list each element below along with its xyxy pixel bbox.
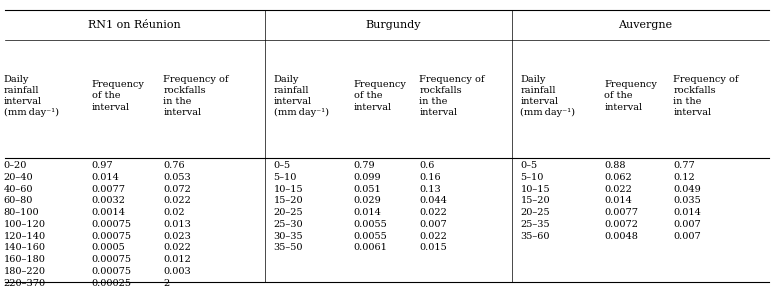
Text: 0.97: 0.97 (91, 161, 113, 170)
Text: Frequency
of the
interval: Frequency of the interval (91, 80, 145, 112)
Text: 0.02: 0.02 (163, 208, 185, 217)
Text: 0.13: 0.13 (420, 184, 441, 193)
Text: 0.035: 0.035 (673, 196, 701, 205)
Text: 0.0014: 0.0014 (91, 208, 125, 217)
Text: 0–5: 0–5 (274, 161, 291, 170)
Text: 15–20: 15–20 (274, 196, 303, 205)
Text: 60–80: 60–80 (4, 196, 33, 205)
Text: 0.0061: 0.0061 (354, 243, 388, 252)
Text: 0.00075: 0.00075 (91, 231, 132, 240)
Text: 0.0055: 0.0055 (354, 220, 388, 229)
Text: 0.062: 0.062 (604, 173, 632, 182)
Text: 20–40: 20–40 (4, 173, 33, 182)
Text: 0.049: 0.049 (673, 184, 701, 193)
Text: Daily
rainfall
interval
(mm day⁻¹): Daily rainfall interval (mm day⁻¹) (274, 75, 329, 117)
Text: 100–120: 100–120 (4, 220, 46, 229)
Text: 0.007: 0.007 (420, 220, 447, 229)
Text: 0.022: 0.022 (420, 231, 447, 240)
Text: 0.0077: 0.0077 (91, 184, 125, 193)
Text: 0.013: 0.013 (163, 220, 191, 229)
Text: 0.88: 0.88 (604, 161, 626, 170)
Text: 20–25: 20–25 (274, 208, 303, 217)
Text: 0.003: 0.003 (163, 267, 191, 276)
Text: 0.053: 0.053 (163, 173, 191, 182)
Text: 0.00075: 0.00075 (91, 220, 132, 229)
Text: 35–50: 35–50 (274, 243, 303, 252)
Text: Frequency of
rockfalls
in the
interval: Frequency of rockfalls in the interval (163, 75, 229, 117)
Text: 40–60: 40–60 (4, 184, 33, 193)
Text: 35–60: 35–60 (520, 231, 550, 240)
Text: 10–15: 10–15 (274, 184, 303, 193)
Text: 0.76: 0.76 (163, 161, 185, 170)
Text: 0.022: 0.022 (420, 208, 447, 217)
Text: 0–20: 0–20 (4, 161, 27, 170)
Text: 0.0055: 0.0055 (354, 231, 388, 240)
Text: 0.0005: 0.0005 (91, 243, 125, 252)
Text: 0.022: 0.022 (163, 196, 191, 205)
Text: 0.014: 0.014 (91, 173, 119, 182)
Text: 20–25: 20–25 (520, 208, 550, 217)
Text: 0.099: 0.099 (354, 173, 382, 182)
Text: 0.022: 0.022 (163, 243, 191, 252)
Text: 15–20: 15–20 (520, 196, 550, 205)
Text: 0.012: 0.012 (163, 255, 191, 264)
Text: 0.014: 0.014 (604, 196, 632, 205)
Text: 140–160: 140–160 (4, 243, 46, 252)
Text: 0.029: 0.029 (354, 196, 382, 205)
Text: 0.16: 0.16 (420, 173, 441, 182)
Text: Frequency of
rockfalls
in the
interval: Frequency of rockfalls in the interval (673, 75, 738, 117)
Text: 0.0032: 0.0032 (91, 196, 125, 205)
Text: 5–10: 5–10 (274, 173, 297, 182)
Text: 0.00075: 0.00075 (91, 255, 132, 264)
Text: 30–35: 30–35 (274, 231, 303, 240)
Text: 5–10: 5–10 (520, 173, 544, 182)
Text: 0.051: 0.051 (354, 184, 382, 193)
Text: Frequency
of the
interval: Frequency of the interval (604, 80, 657, 112)
Text: 2: 2 (163, 278, 170, 288)
Text: 0.0072: 0.0072 (604, 220, 639, 229)
Text: 10–15: 10–15 (520, 184, 550, 193)
Text: Daily
rainfall
interval
(mm day⁻¹): Daily rainfall interval (mm day⁻¹) (520, 75, 575, 117)
Text: 220–370: 220–370 (4, 278, 46, 288)
Text: 0.00075: 0.00075 (91, 267, 132, 276)
Text: 0–5: 0–5 (520, 161, 538, 170)
Text: 0.00025: 0.00025 (91, 278, 132, 288)
Text: 0.014: 0.014 (673, 208, 701, 217)
Text: RN1 on Réunion: RN1 on Réunion (88, 20, 181, 30)
Text: 0.007: 0.007 (673, 220, 701, 229)
Text: Frequency of
rockfalls
in the
interval: Frequency of rockfalls in the interval (420, 75, 485, 117)
Text: Frequency
of the
interval: Frequency of the interval (354, 80, 406, 112)
Text: 0.014: 0.014 (354, 208, 382, 217)
Text: 0.007: 0.007 (673, 231, 701, 240)
Text: 0.0077: 0.0077 (604, 208, 639, 217)
Text: 0.022: 0.022 (604, 184, 632, 193)
Text: 0.044: 0.044 (420, 196, 447, 205)
Text: Burgundy: Burgundy (365, 20, 420, 30)
Text: 25–30: 25–30 (274, 220, 303, 229)
Text: 0.6: 0.6 (420, 161, 435, 170)
Text: 180–220: 180–220 (4, 267, 46, 276)
Text: 120–140: 120–140 (4, 231, 46, 240)
Text: 0.023: 0.023 (163, 231, 191, 240)
Text: 0.0048: 0.0048 (604, 231, 639, 240)
Text: 25–35: 25–35 (520, 220, 550, 229)
Text: Auvergne: Auvergne (618, 20, 673, 30)
Text: 160–180: 160–180 (4, 255, 46, 264)
Text: 80–100: 80–100 (4, 208, 39, 217)
Text: 0.12: 0.12 (673, 173, 695, 182)
Text: Daily
rainfall
interval
(mm day⁻¹): Daily rainfall interval (mm day⁻¹) (4, 75, 59, 117)
Text: 0.79: 0.79 (354, 161, 375, 170)
Text: 0.015: 0.015 (420, 243, 447, 252)
Text: 0.072: 0.072 (163, 184, 191, 193)
Text: 0.77: 0.77 (673, 161, 695, 170)
